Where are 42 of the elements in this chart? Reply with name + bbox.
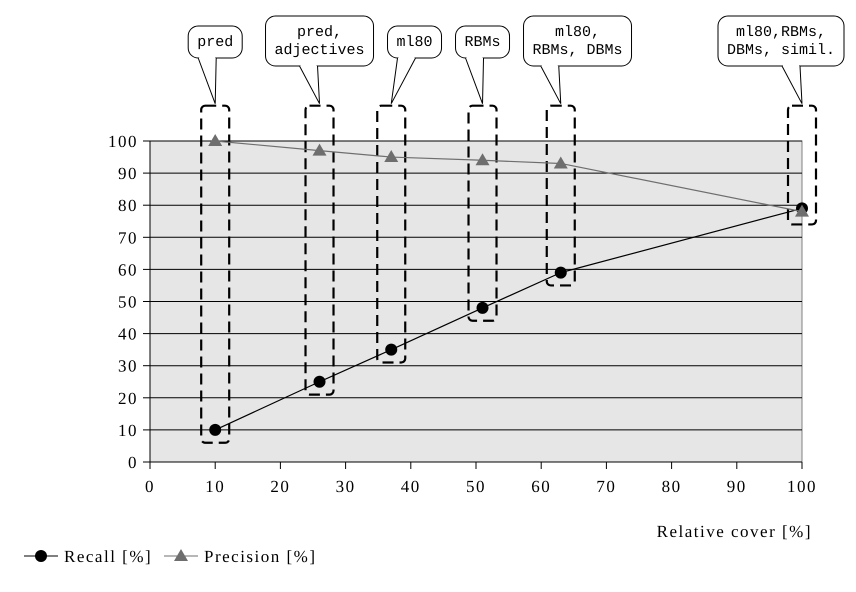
point — [385, 344, 398, 356]
x-tick-label: 90 — [726, 477, 747, 496]
y-tick-label: 50 — [118, 292, 138, 312]
point — [476, 302, 489, 314]
x-tick-label: 100 — [787, 477, 817, 496]
x-tick-label: 40 — [400, 477, 421, 496]
point — [208, 134, 222, 146]
x-tick-label: 20 — [270, 477, 290, 496]
text: pred — [197, 34, 234, 51]
x-tick-label: 80 — [662, 477, 682, 496]
y-tick-label: 90 — [118, 164, 138, 184]
text: pred, adjectives — [274, 24, 365, 59]
legend-label: Precision [%] — [204, 546, 317, 566]
x-tick-label: 60 — [531, 477, 552, 496]
point — [795, 204, 809, 217]
x-tick-label: 0 — [145, 477, 155, 496]
y-tick-label: 80 — [118, 196, 138, 216]
y-tick-label: 10 — [118, 420, 138, 440]
y-tick-label: 0 — [128, 452, 138, 472]
point — [312, 144, 327, 156]
y-tick-label: 40 — [118, 324, 138, 344]
point — [554, 266, 567, 279]
point — [554, 156, 568, 168]
point — [384, 150, 398, 162]
y-tick-label: 60 — [118, 260, 138, 280]
text: ml80,RBMs, DBMs, simil. — [726, 24, 836, 59]
text: ml80 — [396, 34, 433, 51]
y-tick-label: 100 — [108, 132, 138, 151]
point — [209, 424, 222, 436]
text: ml80, RBMs, DBMs — [532, 24, 623, 59]
y-tick-label: 30 — [118, 356, 138, 376]
point — [314, 376, 326, 388]
x-tick-label: 70 — [596, 477, 616, 496]
x-tick-label: 30 — [336, 477, 356, 496]
y-tick-label: 20 — [118, 388, 138, 408]
x-axis-title: Relative cover [%] — [656, 522, 812, 541]
y-tick-label: 70 — [118, 228, 138, 248]
text: RBMs — [464, 34, 501, 51]
x-tick-label: 50 — [466, 477, 486, 496]
point — [476, 153, 490, 166]
legend-label: Recall [%] — [64, 546, 152, 566]
x-tick-label: 10 — [205, 477, 226, 496]
